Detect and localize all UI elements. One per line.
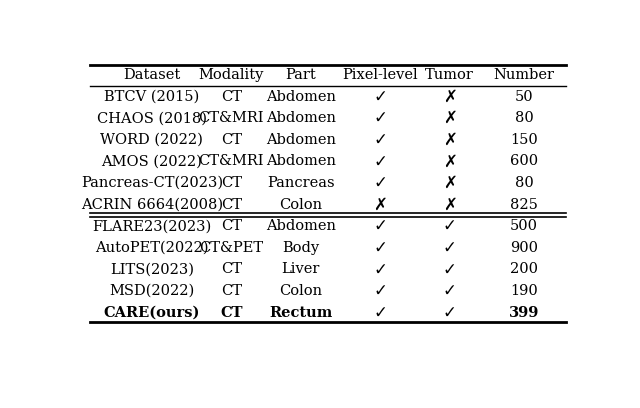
Text: ✗: ✗ xyxy=(443,88,456,106)
Text: 80: 80 xyxy=(515,176,533,190)
Text: Modality: Modality xyxy=(198,68,264,82)
Text: Abdomen: Abdomen xyxy=(266,90,336,104)
Text: ✓: ✓ xyxy=(443,239,456,257)
Text: Body: Body xyxy=(282,241,319,255)
Text: ✓: ✓ xyxy=(373,174,387,192)
Text: Dataset: Dataset xyxy=(124,68,180,82)
Text: CT: CT xyxy=(221,133,242,147)
Text: ✓: ✓ xyxy=(373,239,387,257)
Text: ✗: ✗ xyxy=(373,195,387,213)
Text: ✓: ✓ xyxy=(443,217,456,235)
Text: Abdomen: Abdomen xyxy=(266,219,336,233)
Text: 825: 825 xyxy=(510,197,538,212)
Text: BTCV (2015): BTCV (2015) xyxy=(104,90,200,104)
Text: ✓: ✓ xyxy=(373,131,387,149)
Text: Tumor: Tumor xyxy=(425,68,474,82)
Text: Pancreas: Pancreas xyxy=(267,176,335,190)
Text: ✓: ✓ xyxy=(373,217,387,235)
Text: ACRIN 6664(2008): ACRIN 6664(2008) xyxy=(81,197,223,212)
Text: CT&MRI: CT&MRI xyxy=(198,111,264,125)
Text: Number: Number xyxy=(493,68,554,82)
Text: CT: CT xyxy=(221,219,242,233)
Text: Colon: Colon xyxy=(279,197,323,212)
Text: 50: 50 xyxy=(515,90,533,104)
Text: CT: CT xyxy=(221,176,242,190)
Text: CT&MRI: CT&MRI xyxy=(198,154,264,169)
Text: CT: CT xyxy=(221,284,242,298)
Text: ✗: ✗ xyxy=(443,131,456,149)
Text: Colon: Colon xyxy=(279,284,323,298)
Text: AMOS (2022): AMOS (2022) xyxy=(102,154,202,169)
Text: CT: CT xyxy=(221,262,242,276)
Text: ✓: ✓ xyxy=(373,152,387,171)
Text: AutoPET(2022): AutoPET(2022) xyxy=(95,241,209,255)
Text: CT&PET: CT&PET xyxy=(199,241,263,255)
Text: Abdomen: Abdomen xyxy=(266,111,336,125)
Text: ✓: ✓ xyxy=(443,304,456,322)
Text: ✗: ✗ xyxy=(443,195,456,213)
Text: ✓: ✓ xyxy=(443,282,456,300)
Text: LITS(2023): LITS(2023) xyxy=(110,262,194,276)
Text: ✓: ✓ xyxy=(373,260,387,278)
Text: CARE(ours): CARE(ours) xyxy=(104,306,200,319)
Text: 900: 900 xyxy=(510,241,538,255)
Text: MSD(2022): MSD(2022) xyxy=(109,284,195,298)
Text: 190: 190 xyxy=(510,284,538,298)
Text: ✓: ✓ xyxy=(373,282,387,300)
Text: Rectum: Rectum xyxy=(269,306,332,319)
Text: CT: CT xyxy=(221,90,242,104)
Text: 80: 80 xyxy=(515,111,533,125)
Text: Part: Part xyxy=(285,68,316,82)
Text: 150: 150 xyxy=(510,133,538,147)
Text: ✓: ✓ xyxy=(373,88,387,106)
Text: ✗: ✗ xyxy=(443,152,456,171)
Text: ✗: ✗ xyxy=(443,109,456,127)
Text: WORD (2022): WORD (2022) xyxy=(100,133,204,147)
Text: Pancreas-CT(2023): Pancreas-CT(2023) xyxy=(81,176,223,190)
Text: 399: 399 xyxy=(509,306,539,319)
Text: Abdomen: Abdomen xyxy=(266,133,336,147)
Text: FLARE23(2023): FLARE23(2023) xyxy=(92,219,212,233)
Text: Abdomen: Abdomen xyxy=(266,154,336,169)
Text: CHAOS (2018): CHAOS (2018) xyxy=(97,111,207,125)
Text: ✓: ✓ xyxy=(373,109,387,127)
Text: 200: 200 xyxy=(510,262,538,276)
Text: CT: CT xyxy=(221,197,242,212)
Text: ✗: ✗ xyxy=(443,174,456,192)
Text: 600: 600 xyxy=(510,154,538,169)
Text: Pixel-level: Pixel-level xyxy=(342,68,418,82)
Text: CT: CT xyxy=(220,306,243,319)
Text: 500: 500 xyxy=(510,219,538,233)
Text: ✓: ✓ xyxy=(443,260,456,278)
Text: Liver: Liver xyxy=(282,262,320,276)
Text: ✓: ✓ xyxy=(373,304,387,322)
